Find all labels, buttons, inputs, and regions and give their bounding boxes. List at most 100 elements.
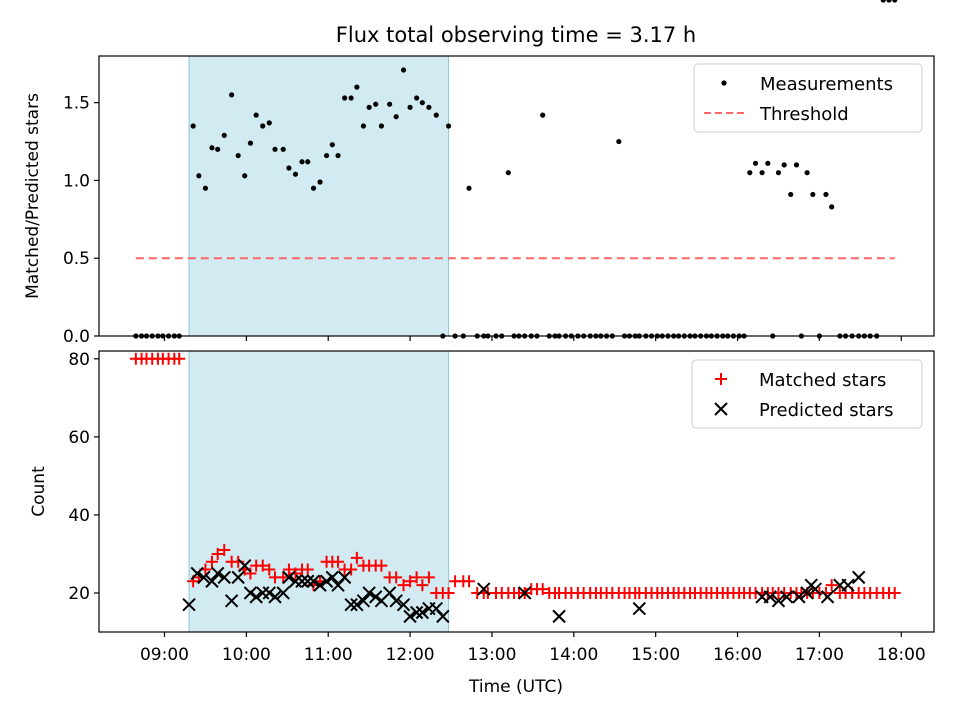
predicted-star-point — [217, 570, 231, 585]
counts-plot-frame — [98, 350, 935, 633]
measurement-point — [400, 67, 407, 73]
ratio-legend-box — [693, 63, 923, 133]
predicted-star-point — [477, 582, 491, 596]
predicted-star-point — [389, 594, 403, 608]
measurement-point — [752, 160, 759, 166]
counts-legend-box — [691, 359, 923, 429]
predicted-star-point — [368, 590, 383, 604]
measurement-point — [445, 123, 452, 129]
measurement-point — [616, 138, 622, 145]
measurement-point — [880, 0, 886, 3]
count-y-tick-label: 80 — [68, 350, 90, 370]
matched-star-point — [390, 571, 403, 584]
counts-y-axis-label: Count — [29, 466, 49, 517]
measurement-point — [329, 142, 335, 148]
measurement-point — [393, 114, 399, 120]
measurement-point — [892, 0, 898, 3]
threshold-legend-label: Threshold — [759, 104, 849, 125]
matched-star-point — [205, 555, 218, 568]
measurement-point — [221, 132, 227, 138]
measurement-point — [426, 104, 432, 110]
measurement-point — [540, 112, 546, 118]
measurement-point — [378, 123, 385, 129]
predicted-star-point — [295, 574, 309, 588]
measurement-point — [505, 170, 511, 176]
matched-star-point — [375, 559, 388, 572]
measurement-point — [765, 160, 771, 166]
measurement-point — [407, 104, 413, 110]
ratio-y-ticks: 0.0 0.5 1.0 1.5 — [63, 94, 99, 347]
measurement-point — [419, 100, 425, 106]
predicted-star-point — [851, 570, 866, 585]
ratio-y-tick-label: 1.0 — [63, 171, 90, 191]
predicted-star-point — [344, 597, 358, 612]
predicted-star-point — [325, 570, 340, 585]
measurement-point — [341, 95, 348, 101]
predicted-star-point — [552, 609, 566, 624]
predicted-star-point — [210, 566, 225, 581]
predicted-star-point — [301, 574, 315, 588]
predicted-star-point — [231, 570, 245, 585]
matched-legend-marker — [715, 373, 727, 385]
matched-star-point — [345, 563, 358, 576]
measurement-point — [286, 165, 292, 171]
matched-star-point — [416, 579, 429, 592]
x-axis-label: Time (UTC) — [468, 677, 563, 697]
predicted-star-point — [238, 558, 252, 573]
count-y-tick-label: 20 — [68, 584, 90, 604]
ratio-x-ticks — [163, 336, 902, 341]
measurement-point — [292, 171, 299, 177]
predicted-star-point — [249, 590, 263, 604]
measurement-point — [354, 84, 360, 90]
matched-star-point — [888, 586, 901, 599]
measurement-point — [202, 185, 209, 191]
measurement-point — [414, 95, 420, 101]
measurement-point — [466, 185, 472, 191]
measurement-point — [810, 191, 816, 198]
ratio-panel: 0.0 0.5 1.0 1.5 Matched/Predicted stars Mea… — [23, 0, 935, 347]
ratio-plot-frame — [98, 55, 935, 337]
predicted-star-point — [632, 601, 647, 616]
matched-star-point — [819, 586, 832, 599]
predicted-star-point — [820, 590, 835, 604]
matched-star-point — [404, 575, 417, 588]
ratio-legend: Measurements Threshold — [693, 63, 923, 133]
measurement-point — [804, 170, 810, 176]
predicted-star-point — [288, 574, 303, 588]
time-x-tick-label: 17:00 — [795, 645, 844, 665]
ratio-y-axis-label: Matched/Predicted stars — [23, 93, 43, 299]
measurement-point — [280, 146, 286, 152]
predicted-star-point — [808, 582, 823, 596]
measurement-point — [323, 152, 330, 159]
predicted-star-point — [262, 586, 276, 600]
matched-star-point — [332, 555, 345, 568]
ratio-y-tick-label: 1.5 — [63, 94, 90, 114]
predicted-star-point — [517, 586, 532, 600]
time-x-tick-label: 15:00 — [631, 645, 680, 665]
measurement-point — [823, 191, 829, 198]
matched-star-point — [442, 586, 455, 599]
predicted-star-point — [362, 586, 376, 600]
measurement-points — [133, 0, 898, 339]
predicted-star-point — [409, 605, 424, 620]
time-x-tick-label: 10:00 — [222, 645, 271, 665]
predicted-legend-marker — [714, 402, 728, 416]
matched-stars-points — [129, 352, 901, 599]
matched-star-point — [173, 352, 186, 365]
measurement-point — [886, 0, 892, 3]
count-y-tick-label: 60 — [68, 428, 90, 448]
time-x-tick-label: 11:00 — [304, 645, 353, 665]
measurement-point — [209, 145, 215, 151]
measurement-point — [793, 162, 800, 168]
predicted-legend-label: Predicted stars — [759, 400, 893, 421]
predicted-star-point — [197, 570, 211, 585]
predicted-star-point — [403, 609, 417, 624]
predicted-star-point — [205, 574, 219, 588]
predicted-star-point — [268, 590, 282, 604]
predicted-star-point — [415, 605, 430, 620]
measurement-point — [229, 92, 235, 98]
counts-panel: 20 40 60 80 09:00 10:00 11:00 12:00 13:00 14:00 1… — [29, 350, 935, 697]
time-x-tick-label: 13:00 — [467, 645, 516, 665]
measurement-point — [829, 204, 835, 210]
